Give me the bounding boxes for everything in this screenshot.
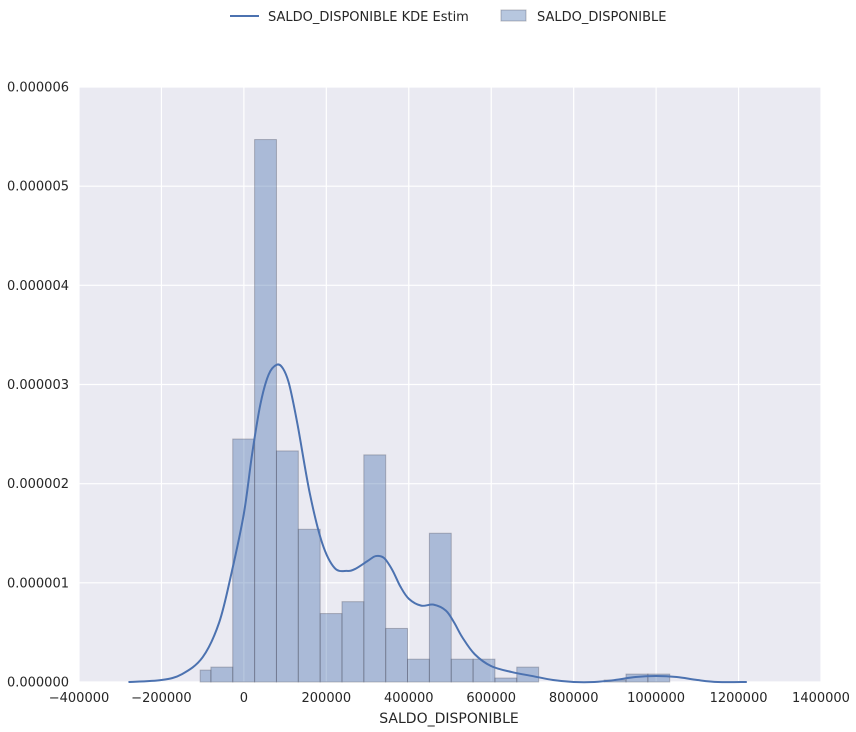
x-tick-label: 200000 bbox=[302, 691, 352, 706]
x-tick-label: 1400000 bbox=[792, 691, 850, 706]
histogram-bar bbox=[647, 673, 671, 683]
y-axis-ticks: 0.000000 0.000001 0.000002 0.000003 0.000004… bbox=[7, 81, 69, 691]
x-tick-label: 1000000 bbox=[627, 691, 685, 706]
legend-hist-label: SALDO_DISPONIBLE bbox=[537, 10, 666, 25]
x-tick-label: 600000 bbox=[466, 691, 516, 706]
x-tick-label: 1200000 bbox=[710, 691, 768, 706]
x-tick-label: 800000 bbox=[549, 691, 599, 706]
histogram-bar bbox=[210, 666, 234, 683]
x-tick-label: 0 bbox=[240, 691, 248, 706]
x-tick-label: 400000 bbox=[384, 691, 434, 706]
y-tick-label: 0.000000 bbox=[7, 676, 69, 691]
histogram-bar bbox=[275, 450, 299, 683]
y-tick-label: 0.000001 bbox=[7, 576, 69, 591]
histogram-bar bbox=[363, 454, 387, 683]
y-tick-label: 0.000006 bbox=[7, 81, 69, 96]
legend-kde-label: SALDO_DISPONIBLE KDE Estim bbox=[268, 10, 469, 25]
y-tick-label: 0.000002 bbox=[7, 477, 69, 492]
histogram-bar bbox=[319, 613, 343, 683]
x-tick-label: −200000 bbox=[131, 691, 192, 706]
x-tick-label: −400000 bbox=[49, 691, 110, 706]
legend: SALDO_DISPONIBLE KDE Estim SALDO_DISPONI… bbox=[230, 9, 666, 25]
histogram-bar bbox=[407, 658, 430, 683]
histogram-bars bbox=[199, 139, 671, 683]
y-tick-label: 0.000005 bbox=[7, 180, 69, 195]
grid-lines bbox=[78, 86, 822, 683]
histogram-bar bbox=[385, 627, 409, 683]
x-axis-ticks: −400000 −200000 0 200000 400000 600000 800000 1… bbox=[49, 691, 850, 706]
histogram-bar bbox=[254, 139, 277, 683]
kde-line bbox=[128, 363, 747, 684]
legend-hist-swatch bbox=[500, 9, 527, 22]
y-tick-label: 0.000004 bbox=[7, 279, 69, 294]
x-axis-label: SALDO_DISPONIBLE bbox=[379, 711, 518, 727]
histogram-bar bbox=[341, 601, 365, 683]
histogram-bar bbox=[297, 528, 321, 683]
y-tick-label: 0.000003 bbox=[7, 378, 69, 393]
histogram-bar bbox=[494, 677, 518, 683]
histogram-bar bbox=[450, 658, 474, 683]
histogram-bar bbox=[199, 669, 212, 683]
histogram-bar bbox=[232, 438, 256, 683]
